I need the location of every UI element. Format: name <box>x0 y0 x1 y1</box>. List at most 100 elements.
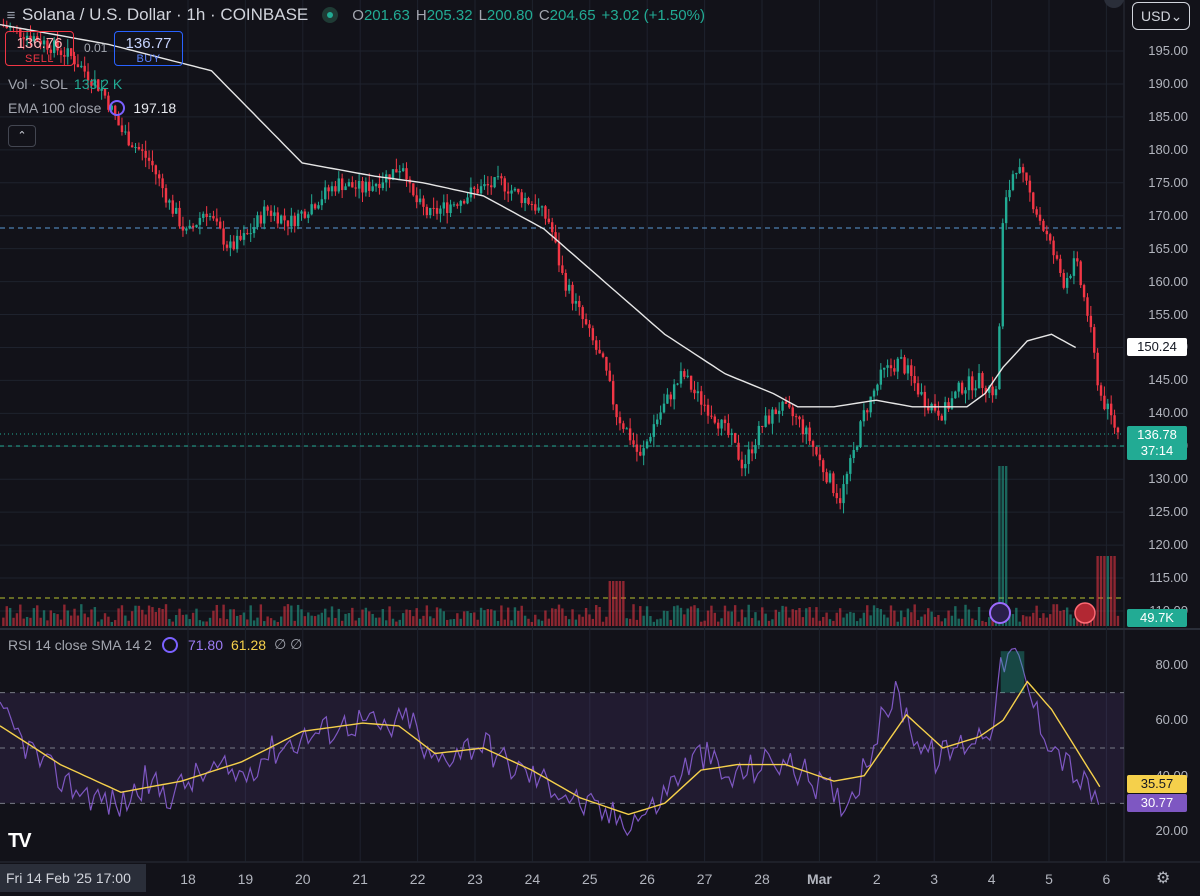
volume-bar <box>689 606 693 626</box>
volume-bar <box>401 613 405 626</box>
volume-bar <box>408 610 412 626</box>
volume-bar <box>632 604 635 626</box>
gear-icon[interactable]: ⚙ <box>1156 870 1171 887</box>
volume-bar <box>340 620 344 626</box>
volume-bar <box>794 610 798 626</box>
candle-body <box>154 165 158 175</box>
candle-body <box>500 176 503 179</box>
candle-body <box>527 198 530 205</box>
candle-body <box>29 35 32 41</box>
candle-body <box>943 402 947 421</box>
volume-bar <box>500 605 503 626</box>
volume-bar <box>852 612 855 626</box>
volume-bar <box>246 619 249 626</box>
candle-body <box>798 416 801 420</box>
volume-bar <box>506 607 510 626</box>
volume-bar <box>530 621 534 626</box>
candle-body <box>740 459 744 469</box>
candle-body <box>8 26 12 29</box>
candle-body <box>225 244 229 248</box>
volume-bar <box>1103 556 1106 626</box>
volume-bar <box>469 612 473 626</box>
volume-bar <box>933 616 937 626</box>
rsi-legend[interactable]: RSI 14 close SMA 14 2 71.80 61.28 ∅ ∅ <box>8 636 303 653</box>
top-indicator-icon[interactable] <box>1104 0 1124 8</box>
ema-legend[interactable]: EMA 100 close 197.18 <box>8 100 177 116</box>
candle-body <box>1093 327 1096 353</box>
volume-bar <box>737 621 740 626</box>
candle-body <box>141 149 144 151</box>
sell-button[interactable]: 136.76 SELL <box>5 31 74 66</box>
volume-bar <box>855 621 859 626</box>
volume-bar <box>364 607 368 626</box>
buy-button[interactable]: 136.77 BUY <box>114 31 183 66</box>
candle-body <box>991 386 994 396</box>
currency-select[interactable]: USD ⌄ <box>1132 2 1190 30</box>
volume-bar <box>930 611 933 626</box>
volume-tag: 49.7K <box>1127 609 1187 627</box>
volume-bar <box>168 618 171 626</box>
rsi-overbought-fill <box>1000 651 1025 693</box>
volume-bar <box>828 619 832 626</box>
indicator-settings-icon[interactable] <box>161 636 178 653</box>
volume-bar <box>110 621 113 626</box>
candle-body <box>327 187 330 192</box>
candle-body <box>561 265 564 274</box>
candle-body <box>66 48 69 57</box>
indicator-settings-icon[interactable] <box>109 100 126 116</box>
volume-bar <box>36 605 39 626</box>
volume-bar <box>727 611 730 626</box>
menu-icon[interactable]: ≡ <box>6 6 16 24</box>
volume-bar <box>269 618 273 626</box>
candle-body <box>517 188 520 193</box>
volume-bar <box>418 618 422 626</box>
rsi-sma-line <box>0 680 1101 816</box>
candle-body <box>656 419 659 425</box>
candle-body <box>307 214 310 218</box>
candle-body <box>168 200 171 203</box>
candle-body <box>188 225 191 229</box>
price-tick: 175.00 <box>1148 174 1188 190</box>
volume-bar <box>615 581 618 626</box>
candle-body <box>456 204 459 206</box>
volume-bar <box>174 614 178 626</box>
candle-body <box>181 226 185 231</box>
volume-bar <box>279 616 283 626</box>
candle-body <box>866 410 869 413</box>
volume-bar <box>435 607 439 626</box>
volume-bar <box>618 581 622 626</box>
volume-bar <box>56 614 59 626</box>
volume-bar <box>1025 616 1028 626</box>
volume-bar <box>225 619 229 626</box>
candle-body <box>415 195 418 203</box>
candle-body <box>147 157 151 161</box>
candle-body <box>273 212 276 216</box>
candle-body <box>405 168 408 180</box>
volume-bar <box>22 618 25 626</box>
candle-body <box>693 389 696 394</box>
candle-body <box>1055 255 1059 259</box>
candle-body <box>412 183 415 196</box>
market-status-icon[interactable] <box>322 7 339 23</box>
symbol-title[interactable]: Solana / U.S. Dollar · 1h · COINBASE <box>22 5 309 24</box>
candle-body <box>347 182 351 187</box>
volume-bar <box>415 608 418 626</box>
volume-bar <box>872 605 876 626</box>
volume-bar <box>635 619 639 626</box>
volume-bar <box>899 610 903 626</box>
volume-bar <box>903 617 906 626</box>
volume-bar <box>964 604 967 626</box>
candle-body <box>998 326 1001 390</box>
candle-body <box>317 205 320 209</box>
candle-body <box>710 415 713 417</box>
volume-bar <box>595 605 598 626</box>
candle-body <box>554 232 557 243</box>
candle-body <box>39 40 42 45</box>
countdown: 37:14 <box>1140 443 1174 458</box>
candle-body <box>46 40 49 50</box>
volume-legend[interactable]: Vol · SOL 133.2 K <box>8 76 123 92</box>
candle-body <box>723 419 727 424</box>
collapse-legend-button[interactable]: ⌃ <box>8 125 36 147</box>
candle-body <box>164 188 168 203</box>
